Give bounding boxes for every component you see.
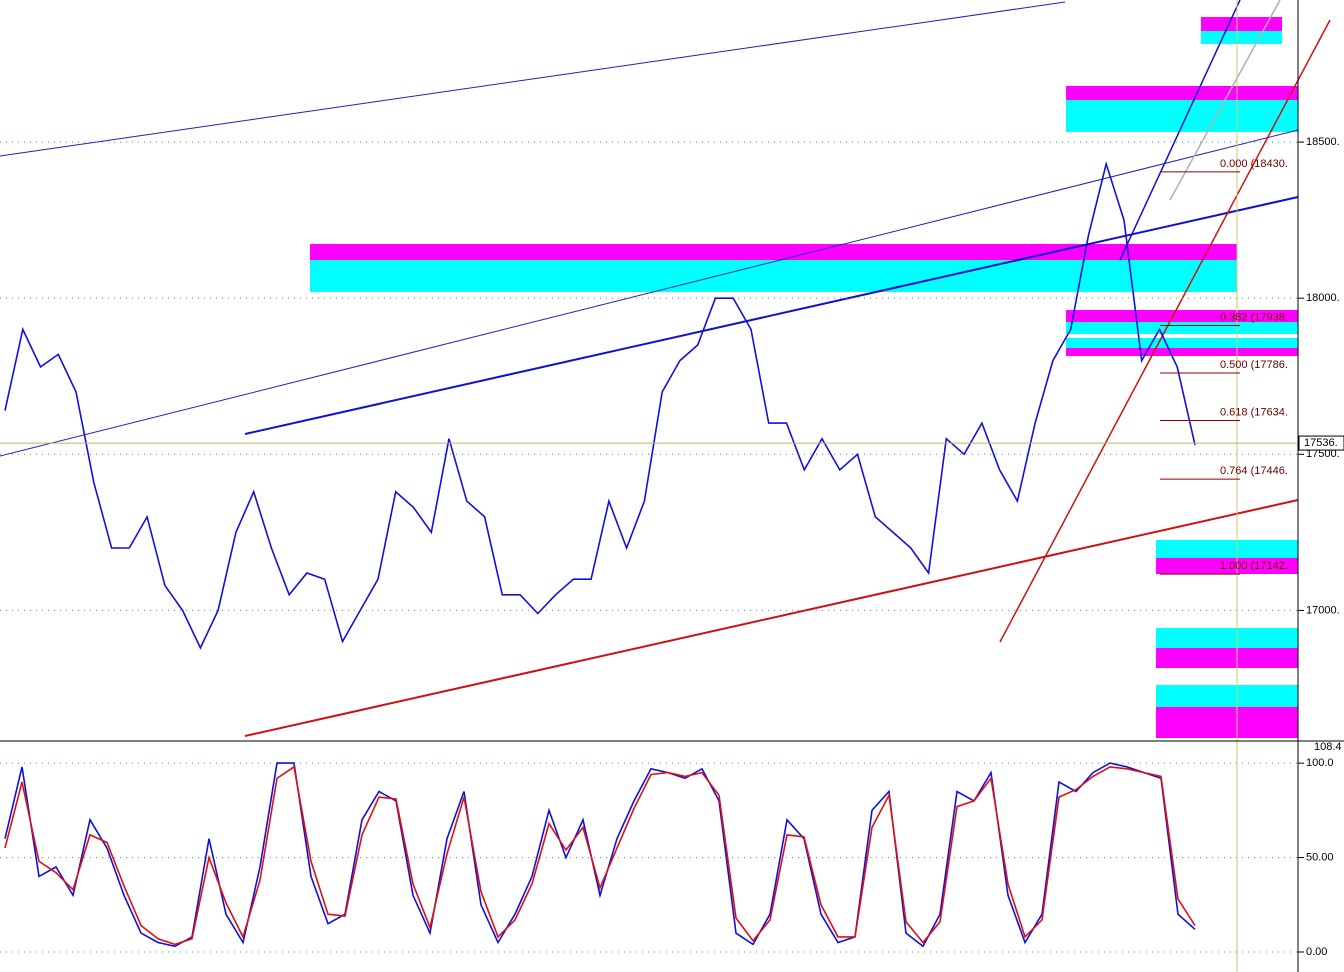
fib-label: 0.618 (17634. [1220,406,1288,418]
y-tick-label: 18500. [1306,136,1340,148]
fib-label: 1.000 (17142. [1220,560,1288,572]
series-line [4,765,1196,946]
fib-label: 0.500 (17786. [1220,359,1288,371]
y-tick-label: 18000. [1306,292,1340,304]
top-label-box [1299,742,1344,752]
last-price-box [1298,435,1344,451]
top-label: 108.4 [1314,741,1342,753]
fib-label: 0.764 (17446. [1220,465,1288,477]
y-tick-label: 17500. [1306,448,1340,460]
fib-label: 0.000 (18430. [1220,158,1288,170]
y-tick-label: 0.00 [1306,946,1327,958]
y-tick-label: 50.00 [1306,851,1334,863]
zones [310,17,1298,738]
y-tick-label: 17000. [1306,604,1340,616]
fib-label: 0.382 (17938. [1220,311,1288,323]
last-price-label: 17536. [1304,437,1338,449]
series-line [4,160,1196,650]
y-tick-label: 100.0 [1306,757,1334,769]
